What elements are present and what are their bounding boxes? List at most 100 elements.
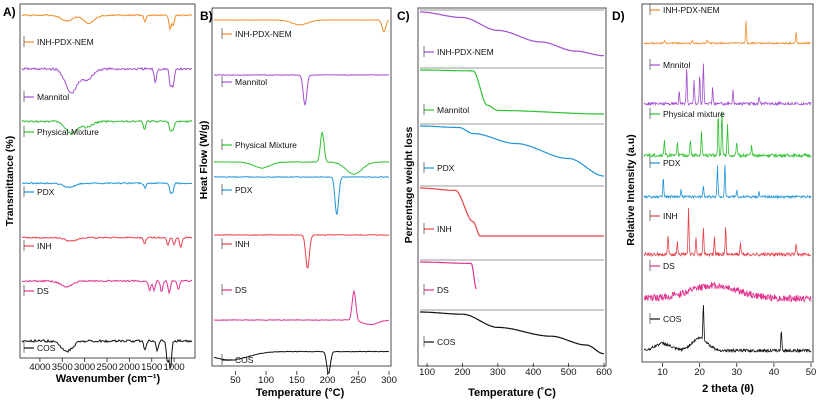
- panel-c-legend-ds: DS: [437, 285, 449, 295]
- panel-d-series-pdx: [643, 164, 812, 200]
- panel-a-ftir: A) Transmittance (%) Wavenumber (cm⁻¹) I…: [3, 3, 196, 385]
- panel-c-tick-label: 300: [490, 367, 506, 378]
- panel-d-ylabel: Relative Intensity (a.u): [625, 134, 637, 245]
- panel-d-series-physical-mixture: [643, 111, 812, 159]
- panel-a-series-ds: [21, 279, 192, 295]
- panel-b-label: B): [200, 9, 213, 23]
- panel-d-xlabel: 2 theta (θ): [702, 383, 754, 395]
- panel-d-series-inh-pdx-nem: [643, 20, 812, 46]
- panel-a-legend-inh: INH: [37, 241, 52, 251]
- panel-b-legend-inh-pdx-nem: INH-PDX-NEM: [235, 29, 292, 39]
- panel-a-tick-label: 4000: [29, 362, 50, 373]
- panel-d-tick-label: 40: [769, 367, 780, 378]
- panel-c-series-mannitol: [420, 69, 604, 115]
- panel-a-legend-physical-mixture: Physical Mixture: [37, 127, 99, 137]
- panel-c-legend-cos: COS: [437, 337, 456, 347]
- panel-a-tick-label: 3500: [52, 362, 73, 373]
- panel-d-legend-inh-pdx-nem: INH-PDX-NEM: [663, 5, 720, 15]
- panel-d-legend-cos: COS: [663, 314, 682, 324]
- panel-d-tick-label: 50: [806, 367, 817, 378]
- panel-b-legend-inh: INH: [235, 239, 250, 249]
- panel-d-legend-ds: DS: [663, 261, 675, 271]
- panel-b-legend-ds: DS: [235, 285, 247, 295]
- panel-b-tick-label: 250: [350, 375, 366, 386]
- panel-c-ylabel: Percentage weight loss: [403, 126, 415, 243]
- panel-b-series-physical-mixture: [213, 131, 390, 175]
- panel-c-series-inh: [420, 187, 604, 237]
- panel-b-legend-mannitol: Mannitol: [235, 77, 267, 87]
- panel-a-series-mannitol: [21, 66, 192, 94]
- panel-d-tick-label: 10: [657, 367, 668, 378]
- panel-b-ylabel: Heat Flow (W/g): [198, 121, 210, 200]
- panel-b-series-mannitol: [213, 74, 390, 106]
- panel-c-tick-label: 100: [419, 367, 435, 378]
- panel-b-legend-physical-mixture: Physical Mixture: [235, 140, 297, 150]
- panel-d-tick-label: 30: [731, 367, 742, 378]
- panel-d-label: D): [612, 9, 625, 23]
- panel-a-tick-label: 3000: [74, 362, 95, 373]
- panel-c-legend-mannitol: Mannitol: [437, 105, 469, 115]
- panel-a-series-physical-mixture: [21, 119, 193, 136]
- panel-b-tick-label: 300: [381, 375, 397, 386]
- panel-d-frame: [641, 3, 814, 363]
- panel-c-series-pdx: [420, 125, 604, 177]
- panel-c-frame: [417, 7, 607, 367]
- panel-b-tick-label: 50: [230, 375, 241, 386]
- panel-c-legend-inh-pdx-nem: INH-PDX-NEM: [437, 47, 494, 57]
- panel-a-label: A): [3, 5, 16, 19]
- panel-b-series-cos: [213, 350, 390, 374]
- panel-c-series-inh-pdx-nem: [420, 11, 604, 57]
- panel-a-tick-label: 1000: [164, 362, 185, 373]
- panel-a-tick-label: 1500: [141, 362, 162, 373]
- panel-c-tick-label: 600: [596, 367, 612, 378]
- panel-c-label: C): [397, 9, 410, 23]
- panel-a-series-cos: [21, 338, 193, 370]
- panel-d-xrd: D) Relative Intensity (a.u) 2 theta (θ) …: [612, 3, 817, 395]
- panel-c-tick-label: 500: [561, 367, 577, 378]
- panel-a-xlabel: Wavenumber (cm⁻¹): [56, 373, 161, 385]
- panel-d-series-cos: [643, 304, 812, 354]
- panel-a-ylabel: Transmittance (%): [4, 136, 16, 226]
- panel-d-series-inh: [643, 207, 812, 258]
- panel-d-series-mnnitol: [643, 63, 812, 107]
- panel-c-legend-inh: INH: [437, 224, 452, 234]
- panel-c-series-cos: [420, 311, 605, 355]
- panel-c-series-ds: [420, 261, 477, 290]
- panel-d-tick-label: 20: [694, 367, 705, 378]
- panel-d-legend-mnnitol: Mnnitol: [663, 60, 691, 70]
- panel-a-series-pdx: [21, 181, 192, 195]
- panel-a-tick-label: 2000: [119, 362, 140, 373]
- panel-b-tick-label: 200: [320, 375, 336, 386]
- panel-c-legend-pdx: PDX: [437, 163, 455, 173]
- panel-b-series-ds: [213, 290, 390, 326]
- panel-a-legend-ds: DS: [37, 286, 49, 296]
- panel-a-series-inh-pdx-nem: [21, 13, 193, 32]
- panel-a-legend-cos: COS: [37, 343, 56, 353]
- panel-c-tga: C) Percentage weight loss Temperature (˚…: [397, 7, 612, 399]
- panel-c-tick-label: 400: [525, 367, 541, 378]
- panel-b-series-inh-pdx-nem: [214, 19, 390, 33]
- panel-b-tick-label: 100: [258, 375, 274, 386]
- panel-b-tick-label: 150: [289, 375, 305, 386]
- panel-c-tick-label: 200: [455, 367, 471, 378]
- panel-d-series-ds: [643, 281, 812, 304]
- panel-b-dsc: B) Heat Flow (W/g) Temperature (°C) INH-…: [198, 7, 397, 399]
- panel-d-legend-physical-mixture: Physical mixture: [663, 109, 725, 119]
- panel-b-legend-pdx: PDX: [235, 185, 253, 195]
- panel-c-xlabel: Temperature (˚C): [468, 387, 556, 399]
- panel-a-legend-pdx: PDX: [37, 187, 55, 197]
- panel-a-series-inh: [21, 236, 193, 249]
- panel-d-legend-inh: INH: [663, 211, 678, 221]
- panel-a-legend-inh-pdx-nem: INH-PDX-NEM: [37, 37, 94, 47]
- panel-a-tick-label: 2500: [96, 362, 117, 373]
- panel-a-frame: [19, 3, 196, 359]
- panel-b-frame: [211, 7, 392, 367]
- panel-b-series-pdx: [213, 176, 390, 215]
- panel-b-legend-cos: COS: [235, 355, 254, 365]
- panel-b-xlabel: Temperature (°C): [256, 387, 345, 399]
- panel-b-series-inh: [213, 234, 390, 269]
- panel-d-legend-pdx: PDX: [663, 158, 681, 168]
- panel-a-legend-mannitol: Mannitol: [37, 92, 69, 102]
